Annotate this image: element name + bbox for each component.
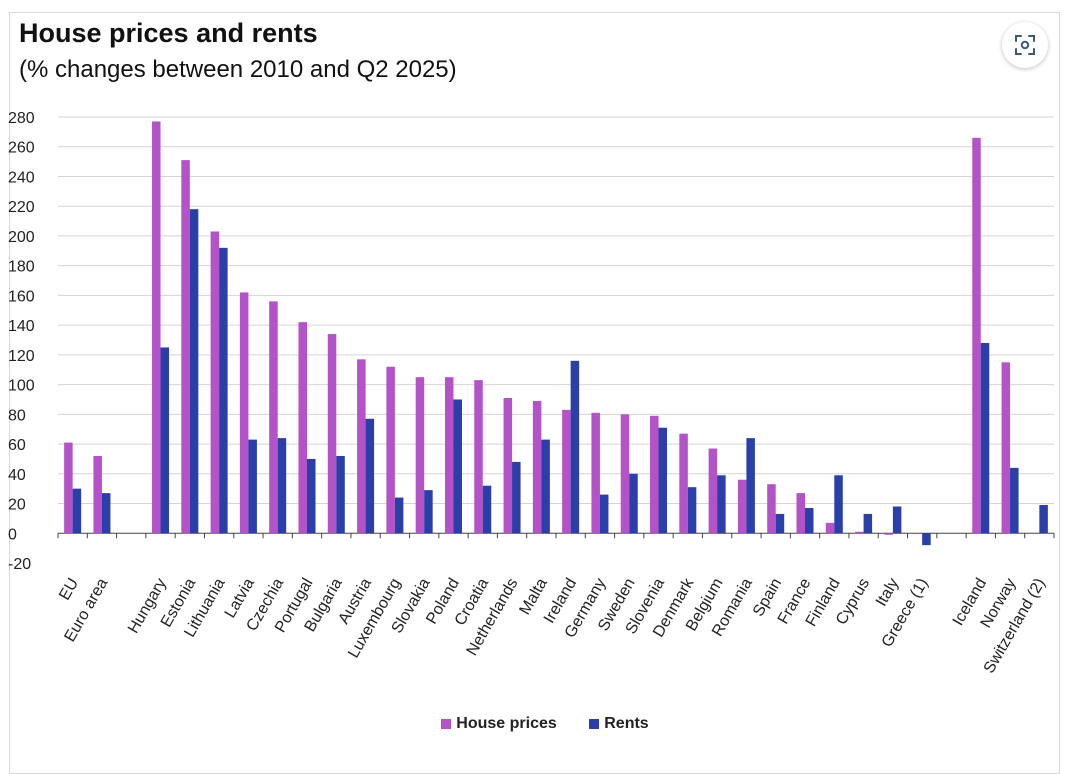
- bar-rents: [570, 360, 580, 534]
- bar-house-prices: [884, 533, 893, 535]
- x-tick-label: EU: [56, 576, 82, 604]
- bar-rents: [892, 506, 902, 534]
- bar-rents: [336, 455, 345, 534]
- bar-house-prices: [708, 448, 718, 534]
- y-tick-label: 160: [8, 288, 35, 305]
- legend-item-rents: Rents: [589, 715, 649, 733]
- chart-subtitle: (% changes between 2010 and Q2 2025): [19, 56, 457, 83]
- x-tick-label: Italy: [873, 576, 902, 610]
- bar-rents: [834, 475, 843, 534]
- y-tick-label: 60: [8, 437, 26, 454]
- bar-house-prices: [532, 400, 542, 534]
- bar-house-prices: [386, 366, 395, 534]
- bar-house-prices: [767, 484, 776, 534]
- legend: House prices Rents: [0, 715, 1090, 734]
- bar-house-prices: [327, 334, 337, 534]
- y-tick-label: -20: [8, 556, 31, 573]
- bar-house-prices: [562, 409, 571, 534]
- bar-house-prices: [620, 414, 630, 534]
- y-tick-label: 80: [8, 407, 26, 424]
- bar-rents: [599, 494, 609, 534]
- bar-house-prices: [181, 160, 190, 534]
- bar-house-prices: [357, 359, 366, 534]
- bar-house-prices: [1001, 362, 1011, 534]
- y-tick-label: 0: [8, 526, 17, 543]
- bar-rents: [248, 439, 257, 534]
- bar-rents: [189, 209, 199, 534]
- y-tick-label: 140: [8, 318, 35, 335]
- bar-layer: [64, 121, 1048, 546]
- bar-rents: [629, 473, 638, 534]
- bar-house-prices: [737, 479, 747, 534]
- bar-house-prices: [444, 377, 454, 534]
- bar-house-prices: [825, 522, 835, 534]
- bar-rents: [160, 347, 170, 534]
- bar-house-prices: [210, 231, 220, 534]
- bar-rents: [394, 497, 404, 534]
- bar-house-prices: [972, 137, 981, 534]
- bar-rents: [219, 247, 228, 534]
- y-tick-label: 260: [8, 140, 35, 157]
- chart-title: House prices and rents: [19, 18, 318, 48]
- bar-rents: [453, 399, 462, 534]
- bar-house-prices: [64, 442, 73, 534]
- bar-house-prices: [239, 292, 249, 534]
- bar-rents: [717, 475, 726, 534]
- bar-house-prices: [650, 415, 659, 534]
- bar-chart: -20 0 20 40 60 80 100 120 140 160 180 200 220 240 260 2…: [8, 110, 1055, 676]
- y-tick-label: 20: [8, 497, 26, 514]
- focus-expand-button[interactable]: [1002, 22, 1048, 68]
- y-tick-label: 120: [8, 348, 35, 365]
- focus-expand-icon: [1015, 35, 1035, 55]
- bar-house-prices: [93, 455, 102, 534]
- x-tick-label: Hungary: [125, 576, 170, 637]
- bar-house-prices: [796, 493, 805, 534]
- bar-house-prices: [415, 377, 425, 534]
- bar-rents: [922, 533, 931, 546]
- bar-house-prices: [474, 380, 483, 534]
- bar-rents: [863, 513, 873, 534]
- bar-rents: [980, 342, 990, 534]
- bar-rents: [482, 485, 492, 534]
- bar-rents: [541, 439, 550, 534]
- bar-rents: [805, 507, 814, 534]
- bar-rents: [424, 490, 433, 534]
- y-tick-label: 220: [8, 199, 35, 216]
- bar-rents: [365, 418, 375, 534]
- y-tick-label: 280: [8, 110, 35, 127]
- bar-rents: [1010, 467, 1019, 534]
- bar-rents: [101, 493, 111, 534]
- bar-house-prices: [913, 533, 923, 534]
- y-tick-label: 40: [8, 467, 26, 484]
- bar-rents: [277, 438, 287, 534]
- bar-rents: [658, 427, 668, 534]
- grid-layer: [57, 116, 1055, 539]
- bar-house-prices: [152, 121, 161, 534]
- bar-rents: [775, 513, 785, 534]
- y-tick-label: 200: [8, 229, 35, 246]
- bar-house-prices: [855, 531, 864, 534]
- bar-rents: [687, 487, 697, 534]
- y-tick-label: 180: [8, 259, 35, 276]
- bar-rents: [1039, 505, 1048, 534]
- y-tick-label: 100: [8, 378, 35, 395]
- bar-rents: [746, 438, 755, 534]
- bar-rents: [307, 458, 316, 534]
- legend-swatch-house-prices: [441, 719, 452, 729]
- bar-house-prices: [503, 397, 513, 534]
- bar-house-prices: [591, 412, 600, 534]
- legend-label-rents: Rents: [604, 715, 649, 732]
- bar-house-prices: [269, 301, 278, 534]
- legend-swatch-rents: [589, 719, 600, 729]
- y-tick-label: 240: [8, 169, 35, 186]
- legend-item-house-prices: House prices: [441, 715, 557, 733]
- bar-house-prices: [679, 433, 688, 534]
- bar-rents: [72, 488, 82, 534]
- legend-label-house-prices: House prices: [456, 715, 557, 732]
- bar-house-prices: [298, 322, 307, 534]
- bar-rents: [512, 461, 521, 534]
